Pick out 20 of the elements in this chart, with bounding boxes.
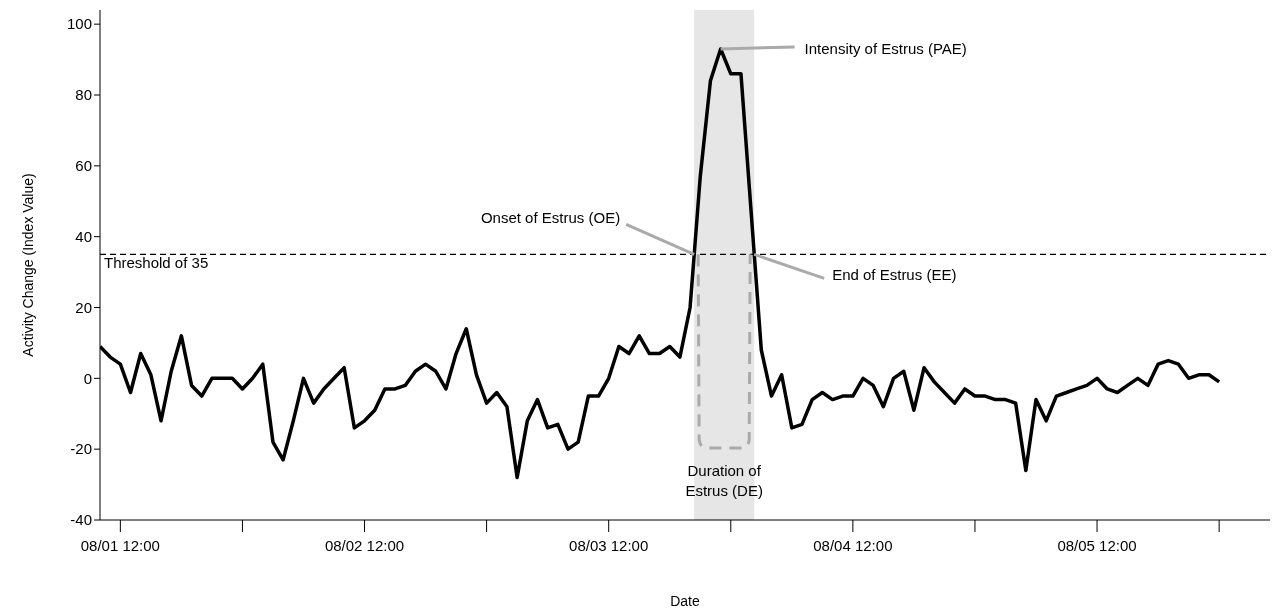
y-axis-title: Activity Change (Index Value) xyxy=(19,173,36,357)
y-tick-label: 40 xyxy=(75,227,92,245)
y-tick-label: 100 xyxy=(66,15,92,33)
y-tick-label: 80 xyxy=(75,86,92,104)
x-tick-label: 08/01 12:00 xyxy=(80,536,160,554)
x-axis-title: Date xyxy=(670,593,700,609)
band-label: Duration of Estrus (DE) xyxy=(685,462,763,499)
y-tick-label: -20 xyxy=(70,440,92,458)
annotation: Intensity of Estrus (PAE) xyxy=(804,39,967,57)
y-tick-label: 20 xyxy=(75,298,92,316)
y-tick-label: -40 xyxy=(70,511,92,529)
x-tick-label: 08/04 12:00 xyxy=(813,536,893,554)
x-tick-label: 08/02 12:00 xyxy=(324,536,405,554)
ref-line-label: Threshold of 35 xyxy=(104,254,209,272)
y-tick-label: 0 xyxy=(83,369,92,387)
annotation: Onset of Estrus (OE) xyxy=(480,209,621,227)
x-tick-label: 08/03 12:00 xyxy=(569,536,649,554)
y-tick-label: 60 xyxy=(75,157,92,175)
annotation: End of Estrus (EE) xyxy=(832,266,957,284)
x-tick-label: 08/05 12:00 xyxy=(1057,536,1137,554)
